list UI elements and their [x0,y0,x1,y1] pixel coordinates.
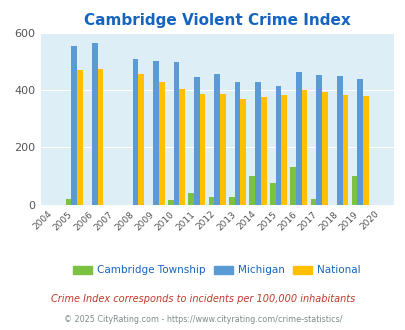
Bar [351,176,356,205]
Bar [188,193,194,205]
Bar [295,72,301,205]
Bar [77,71,83,205]
Title: Cambridge Violent Crime Index: Cambridge Violent Crime Index [83,13,350,28]
Bar [158,82,164,205]
Bar [281,95,286,205]
Bar [315,75,321,205]
Bar [269,183,275,205]
Bar [173,62,179,205]
Bar [167,200,173,205]
Bar [132,59,138,205]
Bar [275,86,281,205]
Text: © 2025 CityRating.com - https://www.cityrating.com/crime-statistics/: © 2025 CityRating.com - https://www.city… [64,315,341,324]
Bar [199,94,205,205]
Bar [66,199,71,205]
Bar [255,82,260,205]
Bar [301,90,307,205]
Bar [342,95,347,205]
Bar [240,99,245,205]
Bar [97,69,103,205]
Bar [321,92,327,205]
Bar [336,76,342,205]
Bar [228,197,234,205]
Bar [208,197,214,205]
Bar [179,89,185,205]
Bar [153,61,158,205]
Bar [249,176,255,205]
Bar [310,199,315,205]
Bar [356,79,362,205]
Bar [234,82,240,205]
Text: Crime Index corresponds to incidents per 100,000 inhabitants: Crime Index corresponds to incidents per… [51,294,354,304]
Bar [214,74,220,205]
Bar [92,43,97,205]
Bar [71,47,77,205]
Bar [290,167,295,205]
Bar [220,94,225,205]
Legend: Cambridge Township, Michigan, National: Cambridge Township, Michigan, National [69,261,364,280]
Bar [260,97,266,205]
Bar [362,96,368,205]
Bar [138,74,144,205]
Bar [194,77,199,205]
